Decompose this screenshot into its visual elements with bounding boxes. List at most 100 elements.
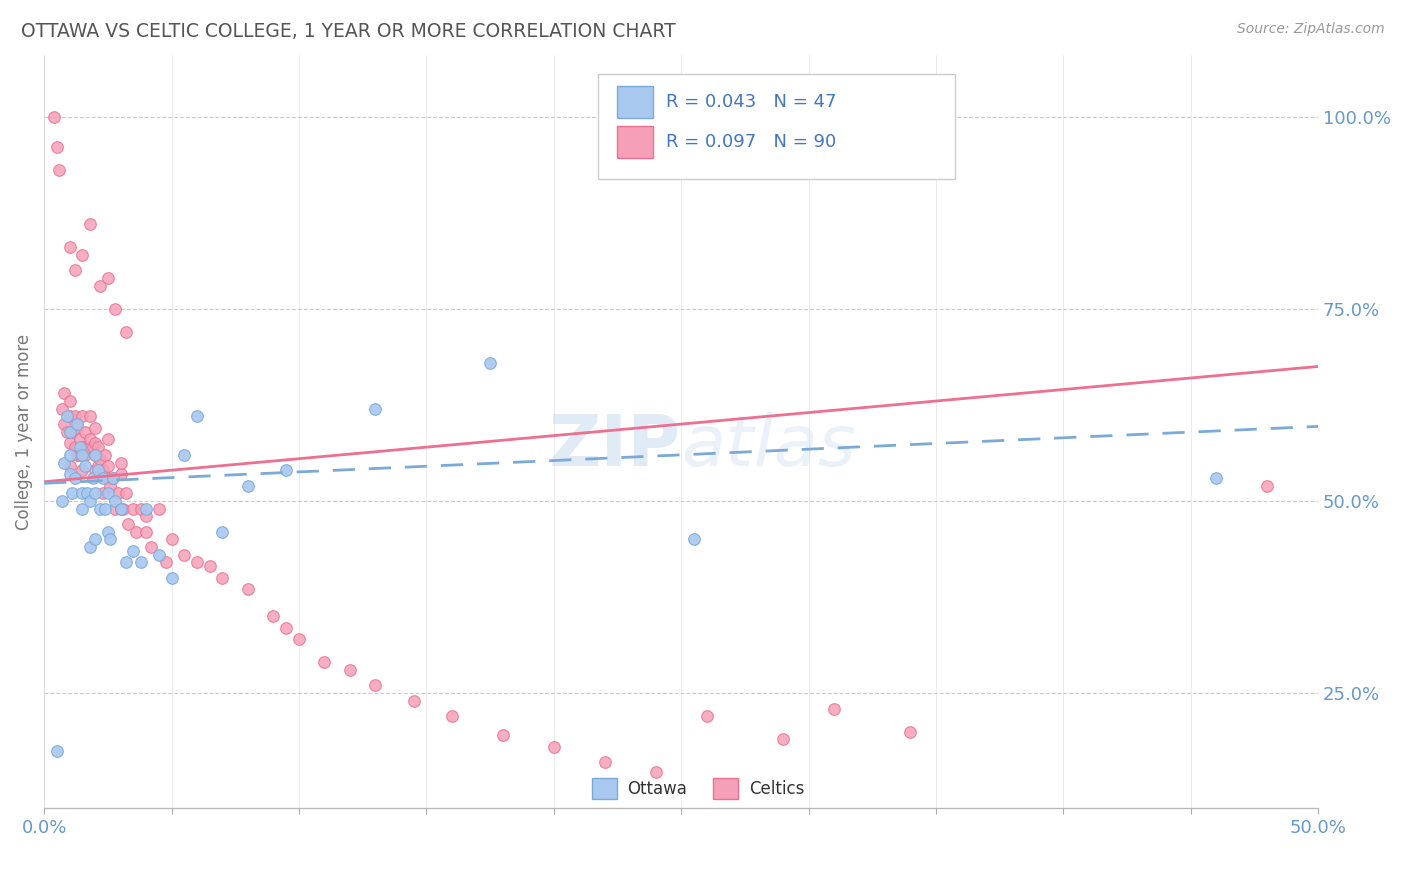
Point xyxy=(72,448,94,462)
Point xyxy=(543,739,565,754)
Point xyxy=(160,533,183,547)
FancyBboxPatch shape xyxy=(617,126,654,158)
Point xyxy=(101,471,124,485)
Point xyxy=(276,463,298,477)
Point xyxy=(66,448,89,462)
Point xyxy=(479,356,502,370)
FancyBboxPatch shape xyxy=(617,86,654,118)
Point xyxy=(198,559,221,574)
Point xyxy=(288,632,311,647)
Point xyxy=(45,744,67,758)
Point xyxy=(97,433,120,447)
Y-axis label: College, 1 year or more: College, 1 year or more xyxy=(15,334,32,530)
Point xyxy=(63,471,86,485)
Point xyxy=(51,494,73,508)
Point xyxy=(72,440,94,454)
Point xyxy=(110,501,132,516)
Point xyxy=(86,463,108,477)
Point xyxy=(58,448,80,462)
Point xyxy=(364,401,387,416)
Point xyxy=(79,540,101,554)
Point xyxy=(72,501,94,516)
Point xyxy=(63,440,86,454)
Point xyxy=(900,724,922,739)
Point xyxy=(104,301,127,316)
Point xyxy=(110,467,132,481)
Point xyxy=(79,409,101,424)
Point xyxy=(69,440,91,454)
Point xyxy=(72,248,94,262)
Point xyxy=(58,409,80,424)
Point xyxy=(135,509,157,524)
Point xyxy=(186,409,208,424)
Point xyxy=(72,448,94,462)
Point xyxy=(148,548,170,562)
Text: ZIP: ZIP xyxy=(548,412,681,482)
Point xyxy=(129,501,152,516)
Point xyxy=(114,556,136,570)
Point xyxy=(97,271,120,285)
Point xyxy=(89,278,111,293)
Point xyxy=(89,501,111,516)
Point xyxy=(72,463,94,477)
Point xyxy=(53,417,76,431)
Point xyxy=(823,701,845,715)
Point xyxy=(72,409,94,424)
Point xyxy=(211,524,233,539)
Text: Source: ZipAtlas.com: Source: ZipAtlas.com xyxy=(1237,22,1385,37)
Point xyxy=(696,709,718,723)
Point xyxy=(402,694,425,708)
Point xyxy=(58,394,80,409)
Point xyxy=(236,478,259,492)
Text: R = 0.043   N = 47: R = 0.043 N = 47 xyxy=(666,93,837,111)
Point xyxy=(339,663,361,677)
Point xyxy=(97,459,120,474)
Point xyxy=(84,463,107,477)
Point xyxy=(58,240,80,254)
Point xyxy=(94,501,117,516)
Point xyxy=(58,467,80,481)
Point xyxy=(101,471,124,485)
Text: Ottawa: Ottawa xyxy=(627,780,688,797)
Point xyxy=(82,471,104,485)
Point xyxy=(186,556,208,570)
Text: atlas: atlas xyxy=(681,412,856,482)
Point xyxy=(683,533,706,547)
Point xyxy=(492,728,515,742)
Point xyxy=(122,501,145,516)
Text: R = 0.097   N = 90: R = 0.097 N = 90 xyxy=(666,133,837,151)
Point xyxy=(66,421,89,435)
FancyBboxPatch shape xyxy=(592,779,617,799)
Point xyxy=(593,756,616,770)
Point xyxy=(98,478,121,492)
Point xyxy=(1205,471,1227,485)
Point xyxy=(772,732,794,747)
Point xyxy=(48,163,70,178)
Point xyxy=(84,448,107,462)
Point xyxy=(58,425,80,439)
Point xyxy=(104,494,127,508)
Point xyxy=(53,456,76,470)
Point xyxy=(84,486,107,500)
Point xyxy=(79,433,101,447)
Point xyxy=(84,533,107,547)
Point xyxy=(125,524,148,539)
Point xyxy=(107,486,129,500)
Point xyxy=(276,621,298,635)
Point xyxy=(122,544,145,558)
Point xyxy=(644,764,666,779)
Point xyxy=(73,425,96,439)
Point xyxy=(56,425,79,439)
Point xyxy=(314,656,336,670)
Point xyxy=(79,494,101,508)
Point xyxy=(110,456,132,470)
Point xyxy=(73,459,96,474)
Point xyxy=(86,440,108,454)
Point xyxy=(84,436,107,450)
Point xyxy=(135,501,157,516)
Point xyxy=(89,451,111,466)
FancyBboxPatch shape xyxy=(713,779,738,799)
FancyBboxPatch shape xyxy=(599,74,955,179)
Point xyxy=(364,678,387,692)
Point xyxy=(129,556,152,570)
